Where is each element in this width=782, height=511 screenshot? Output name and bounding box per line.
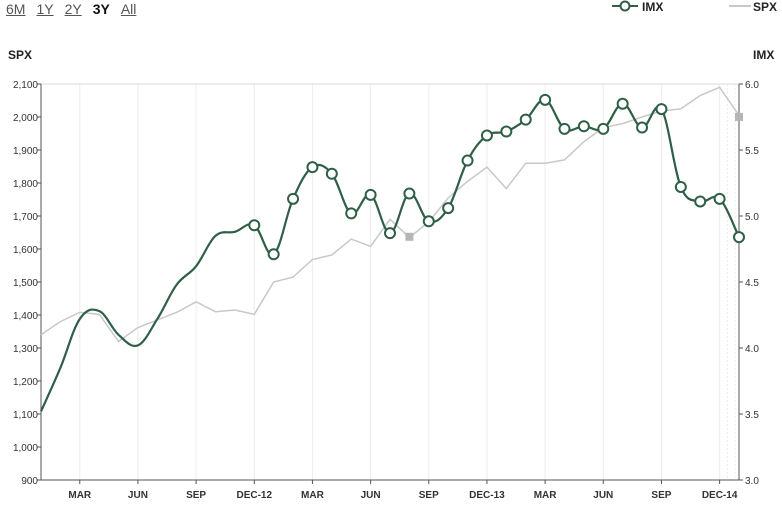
imx-point	[500, 125, 513, 138]
imx-point	[248, 219, 261, 232]
x-tick-label: MAR	[534, 490, 558, 501]
left-tick-label: 1,000	[13, 443, 38, 454]
right-tick-label: 4.0	[745, 344, 759, 355]
left-tick-label: 2,000	[13, 113, 38, 124]
x-tick-label: MAR	[301, 490, 325, 501]
left-tick-label: 1,500	[13, 278, 38, 289]
legend-spx-label[interactable]: SPX	[753, 0, 778, 14]
spx-marker	[735, 113, 743, 121]
right-tick-label: 5.0	[745, 212, 759, 223]
imx-point	[597, 122, 610, 135]
range-all-button[interactable]: All	[120, 1, 137, 17]
left-tick-label: 1,800	[13, 179, 38, 190]
imx-point	[539, 93, 552, 106]
left-tick-label: 1,600	[13, 245, 38, 256]
right-tick-label: 6.0	[745, 80, 759, 91]
left-tick-label: 1,100	[13, 410, 38, 421]
imx-point	[636, 121, 649, 134]
left-tick-label: 2,100	[13, 80, 38, 91]
imx-point	[325, 167, 338, 180]
imx-point	[713, 192, 726, 205]
range-6m-button[interactable]: 6M	[6, 1, 26, 17]
x-tick-label: JUN	[361, 490, 381, 501]
imx-point	[422, 215, 435, 228]
spx-marker	[405, 232, 414, 241]
imx-point	[480, 129, 493, 142]
imx-point	[461, 154, 474, 167]
range-1y-button[interactable]: 1Y	[36, 1, 54, 17]
plot-area	[41, 84, 739, 480]
right-axis-title: IMX	[753, 48, 775, 62]
imx-point	[519, 113, 532, 126]
range-3y-button[interactable]: 3Y	[92, 1, 110, 17]
x-tick-label: SEP	[651, 490, 671, 501]
imx-point	[384, 227, 396, 240]
right-tick-label: 4.5	[745, 278, 759, 289]
x-tick-label: DEC-13	[469, 490, 505, 501]
right-tick-label: 3.0	[745, 476, 759, 487]
right-tick-label: 3.5	[745, 410, 759, 421]
imx-point	[442, 202, 455, 215]
imx-point	[306, 161, 319, 174]
legend-spx-swatch	[729, 5, 751, 7]
x-tick-label: JUN	[593, 490, 613, 501]
range-2y-button[interactable]: 2Y	[64, 1, 82, 17]
imx-point	[674, 180, 687, 193]
left-tick-label: 1,900	[13, 146, 38, 157]
imx-point	[345, 207, 358, 220]
x-tick-label: SEP	[419, 490, 439, 501]
x-tick-label: JUN	[128, 490, 148, 501]
imx-point	[287, 192, 300, 205]
imx-point	[694, 195, 707, 208]
left-axis-title: SPX	[8, 48, 33, 62]
legend-imx-swatch	[612, 0, 638, 12]
left-tick-label: 1,700	[13, 212, 38, 223]
x-tick-label: DEC-14	[702, 490, 738, 501]
imx-point	[616, 97, 629, 110]
x-tick-label: DEC-12	[236, 490, 272, 501]
imx-point	[558, 122, 571, 135]
imx-point	[577, 120, 590, 133]
imx-point	[733, 231, 745, 244]
left-tick-label: 1,300	[13, 344, 38, 355]
x-tick-label: MAR	[68, 490, 92, 501]
range-selector: 6M 1Y 2Y 3Y All	[6, 1, 147, 17]
left-tick-label: 1,400	[13, 311, 38, 322]
left-tick-label: 1,200	[13, 377, 38, 388]
legend-imx-label[interactable]: IMX	[642, 0, 664, 14]
imx-point	[267, 248, 280, 261]
imx-point	[364, 188, 377, 201]
imx-point	[403, 187, 416, 200]
imx-point	[655, 103, 668, 116]
x-tick-label: SEP	[186, 490, 206, 501]
left-tick-label: 900	[21, 476, 38, 487]
legend: IMX SPX	[0, 0, 782, 14]
right-tick-label: 5.5	[745, 146, 759, 157]
